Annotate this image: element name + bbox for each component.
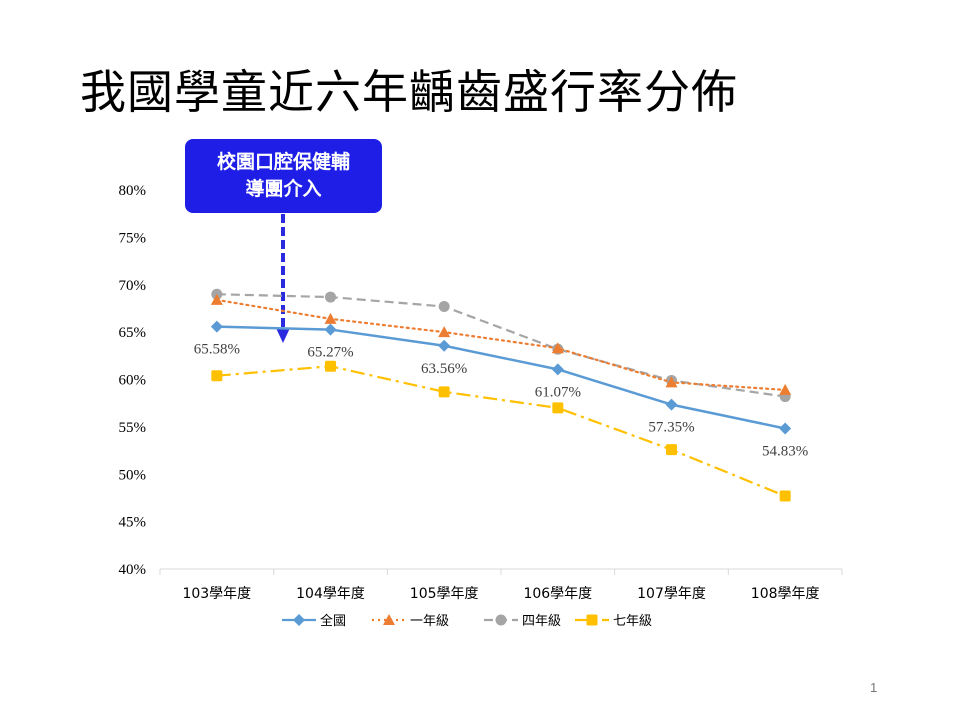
data-point	[552, 402, 564, 414]
legend-swatch-marker	[586, 614, 598, 626]
series-1	[210, 293, 792, 395]
data-point	[438, 339, 451, 352]
x-tick-label: 105學年度	[410, 586, 479, 602]
series-3	[211, 360, 791, 502]
legend-swatch-marker	[293, 614, 305, 626]
page-number: 1	[870, 680, 878, 695]
data-label: 65.58%	[194, 342, 240, 358]
data-point	[325, 360, 336, 372]
data-point	[325, 291, 336, 303]
series-line	[216, 325, 786, 430]
data-point	[665, 376, 678, 388]
data-label: 63.56%	[421, 361, 467, 377]
y-tick-label: 45%	[119, 515, 147, 531]
x-tick-label: 106學年度	[523, 586, 592, 602]
chart-legend: 全國 一年級 四年級 七年級	[282, 613, 652, 629]
callout-arrow-head	[276, 328, 290, 343]
slide-title: 我國學童近六年齲齒盛行率分佈	[80, 65, 738, 119]
data-point	[666, 444, 677, 456]
data-point	[551, 342, 564, 354]
data-point	[210, 293, 223, 305]
legend-item-2: 四年級	[484, 614, 561, 629]
data-point	[324, 312, 337, 324]
data-point	[665, 398, 678, 411]
y-tick-label: 60%	[119, 373, 147, 389]
legend-item-3: 七年級	[575, 614, 652, 629]
legend-item-0: 全國	[282, 613, 346, 629]
y-tick-label: 40%	[119, 562, 147, 578]
series-line	[215, 298, 787, 392]
data-point	[324, 323, 337, 336]
series-line	[216, 365, 786, 498]
series-2	[211, 288, 791, 403]
y-tick-label: 50%	[119, 467, 147, 483]
x-tick-label: 108學年度	[751, 586, 820, 602]
data-label: 54.83%	[762, 443, 808, 459]
intervention-callout: 校園口腔保健輔 導團介入	[185, 139, 382, 213]
data-point	[779, 422, 792, 435]
y-tick-label: 80%	[119, 183, 147, 199]
data-point	[779, 383, 792, 395]
chart-series	[210, 288, 792, 502]
data-point	[438, 326, 451, 338]
x-tick-label: 103學年度	[182, 586, 251, 602]
data-label: 61.07%	[535, 384, 581, 400]
legend-label: 一年級	[410, 614, 449, 629]
legend-label: 四年級	[522, 614, 561, 629]
y-tick-label: 70%	[119, 278, 147, 294]
data-label: 65.27%	[307, 345, 353, 361]
data-point	[779, 490, 791, 502]
y-tick-label: 75%	[119, 230, 147, 246]
legend-swatch-marker	[495, 614, 507, 626]
callout-line-2: 導團介入	[245, 178, 322, 200]
y-tick-label: 55%	[119, 420, 147, 436]
legend-swatch-marker	[383, 614, 395, 625]
data-point	[210, 320, 223, 333]
y-tick-label: 65%	[119, 325, 147, 341]
data-point	[551, 363, 564, 376]
data-label: 57.35%	[648, 420, 694, 436]
series-0	[210, 320, 792, 435]
x-tick-label: 104學年度	[296, 586, 365, 602]
data-point	[211, 370, 223, 382]
callout-line-1: 校園口腔保健輔	[216, 151, 350, 173]
data-point	[438, 301, 450, 313]
chart-axes: 40% 45% 50% 55% 60% 65% 70% 75% 80% 103學年度 104學年度 1…	[119, 183, 843, 602]
legend-item-1: 一年級	[372, 614, 449, 629]
series-line	[216, 293, 786, 398]
x-tick-label: 107學年度	[637, 586, 706, 602]
data-point	[438, 386, 450, 398]
callout-arrow	[276, 214, 290, 343]
chart-data-labels: 65.58% 65.27% 63.56% 61.07% 57.35% 54.83%	[194, 342, 809, 460]
legend-label: 全國	[320, 613, 346, 629]
legend-label: 七年級	[613, 614, 652, 629]
